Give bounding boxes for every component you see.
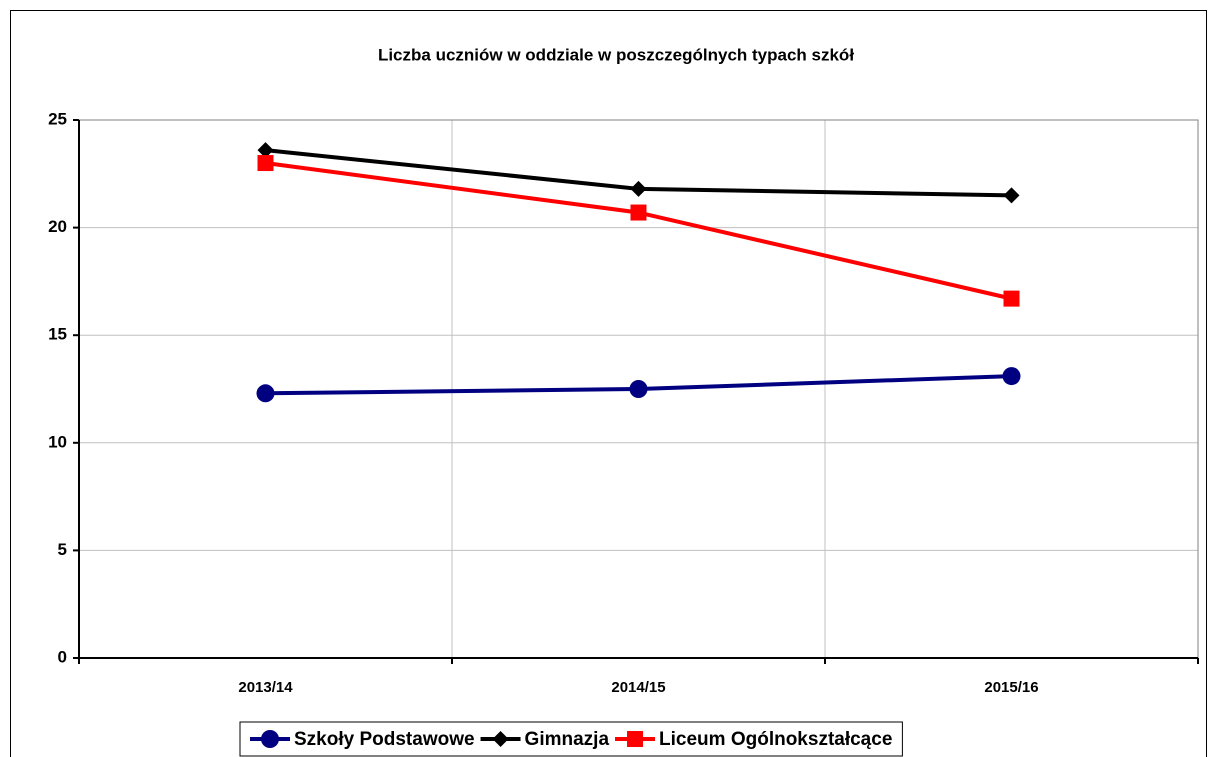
marker: [627, 731, 644, 747]
marker: [1002, 367, 1021, 386]
marker: [1003, 290, 1020, 307]
legend-label: Gimnazja: [525, 729, 610, 750]
y-tick-label: 0: [58, 647, 67, 666]
y-tick-label: 5: [58, 540, 67, 559]
chart-title: Liczba uczniów w oddziale w poszczególny…: [378, 45, 854, 64]
x-tick-label: 2014/15: [611, 679, 665, 696]
marker: [257, 155, 274, 172]
y-tick-label: 10: [48, 432, 67, 451]
marker: [629, 380, 648, 398]
y-tick-label: 15: [48, 325, 67, 344]
marker: [261, 730, 279, 748]
x-tick-label: 2013/14: [238, 679, 293, 696]
y-tick-label: 25: [48, 109, 67, 128]
marker: [1003, 187, 1020, 204]
marker: [492, 731, 509, 747]
marker: [257, 142, 274, 159]
legend-label: Szkoły Podstawowe: [294, 729, 475, 750]
legend-label: Liceum Ogólnokształcące: [659, 729, 892, 750]
y-tick-label: 20: [48, 217, 67, 236]
marker: [630, 204, 647, 221]
marker: [256, 384, 275, 403]
x-tick-label: 2015/16: [984, 679, 1038, 696]
marker: [630, 180, 647, 197]
legend-box: [239, 721, 903, 757]
chart-frame: [10, 10, 1207, 757]
legend: Szkoły Podstawowe Gimnazja Liceum Ogólnoks…: [239, 721, 903, 757]
